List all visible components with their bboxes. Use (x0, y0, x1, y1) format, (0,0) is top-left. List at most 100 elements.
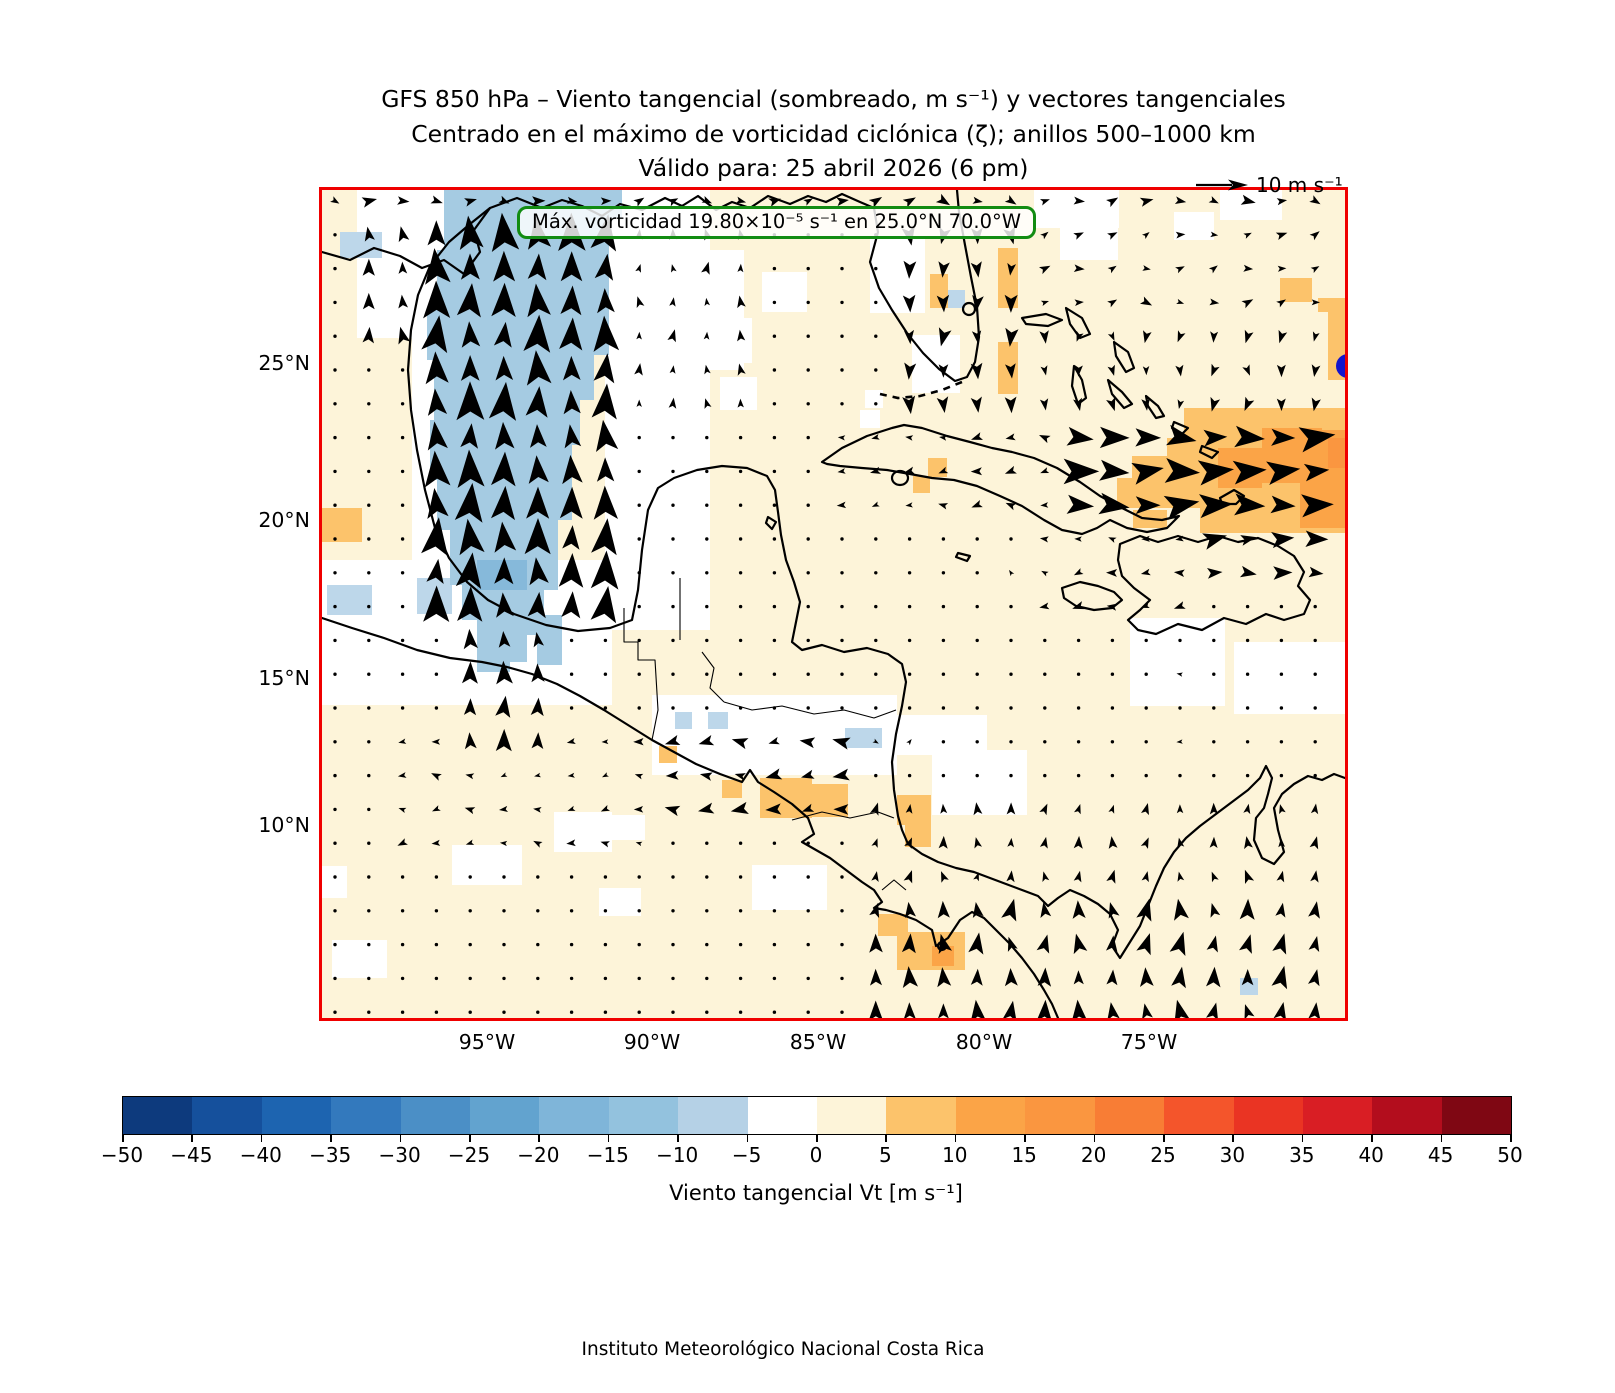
wind-arrow (1039, 265, 1051, 275)
wind-dot (1313, 740, 1317, 744)
title-line-2: Centrado en el máximo de vorticidad cicl… (411, 119, 1256, 148)
wind-dot (874, 537, 878, 541)
colorbar-tick (538, 1134, 540, 1142)
wind-dot (333, 233, 337, 237)
wind-arrow (633, 197, 645, 207)
wind-dot (367, 942, 371, 947)
wind-arrow (1136, 898, 1152, 922)
wind-dot (806, 300, 810, 305)
wind-dot (840, 266, 844, 271)
wind-arrow (493, 321, 512, 348)
colorbar-tick-label: 0 (809, 1143, 823, 1167)
wind-dot (772, 638, 777, 643)
wind-arrow (971, 500, 983, 508)
wind-arrow (1004, 396, 1017, 414)
wind-arrow (397, 838, 408, 846)
colorbar-segment (470, 1097, 540, 1134)
wind-arrow (1140, 568, 1151, 576)
wind-arrow (1039, 435, 1051, 444)
wind-arrow (872, 738, 879, 744)
wind-arrow (1006, 870, 1015, 883)
shading-patch (712, 318, 752, 363)
wind-dot (705, 571, 709, 575)
wind-dot (1110, 740, 1115, 744)
colorbar-segment (1164, 1097, 1234, 1134)
wind-dot (333, 503, 337, 507)
wind-arrow (1139, 197, 1154, 207)
wind-arrow (1073, 196, 1085, 205)
wind-arrow (465, 773, 475, 780)
shading-patch (760, 778, 812, 818)
wind-arrow (455, 552, 482, 589)
wind-arrow (1278, 837, 1285, 848)
x-tick-label: 80°W (955, 1030, 1013, 1054)
wind-dot (738, 638, 743, 643)
wind-arrow (495, 695, 511, 718)
colorbar-segment (539, 1097, 609, 1134)
wind-dot (738, 571, 743, 575)
wind-dot (637, 875, 641, 879)
wind-arrow (527, 253, 547, 281)
wind-dot (806, 435, 810, 440)
wind-dot (705, 1010, 709, 1014)
wind-arrow (938, 835, 948, 849)
wind-arrow (1203, 429, 1228, 447)
wind-arrow (1312, 331, 1320, 342)
wind-arrow (499, 840, 508, 847)
wind-dot (1178, 773, 1182, 778)
wind-dot (637, 604, 641, 609)
wind-arrow (1244, 869, 1255, 884)
wind-arrow (735, 196, 747, 204)
wind-arrow (1276, 198, 1288, 206)
colorbar-tick-label: 35 (1289, 1143, 1315, 1167)
wind-dot (705, 875, 709, 879)
colorbar-segment (331, 1097, 401, 1134)
wind-dot (1076, 672, 1081, 676)
colorbar-tick-label: −25 (447, 1143, 491, 1167)
wind-arrow (523, 314, 551, 353)
wind-arrow (971, 999, 985, 1018)
wind-arrow (462, 661, 478, 684)
wind-arrow (1141, 535, 1150, 542)
coastline (1064, 306, 1092, 340)
wind-dot (840, 976, 844, 981)
wind-dot (333, 841, 337, 845)
wind-dot (772, 469, 777, 474)
wind-arrow (870, 466, 881, 474)
colorbar-tick-label: −45 (170, 1143, 213, 1167)
wind-dot (400, 875, 405, 879)
wind-arrow (1107, 299, 1118, 308)
wind-arrow (1177, 330, 1186, 343)
wind-dot (806, 604, 810, 609)
wind-dot (1279, 672, 1284, 676)
wind-dot (840, 942, 844, 947)
wind-arrow (902, 294, 916, 313)
wind-arrow (1174, 196, 1187, 204)
footer-credit: Instituto Meteorológico Nacional Costa R… (581, 1339, 985, 1360)
wind-dot (874, 638, 878, 643)
wind-dot (772, 266, 777, 271)
wind-dot (434, 706, 439, 710)
map-plot (322, 190, 1345, 1018)
wind-arrow (1209, 802, 1219, 815)
colorbar-tick (677, 1134, 679, 1142)
wind-arrow (425, 248, 451, 285)
wind-dot (1313, 706, 1317, 710)
wind-dot (603, 875, 608, 879)
wind-dot (671, 604, 675, 609)
wind-dot (840, 706, 844, 710)
wind-dot (333, 773, 337, 778)
wind-arrow (1211, 363, 1220, 377)
coastline (961, 301, 977, 317)
wind-arrow (534, 772, 541, 778)
wind-dot (333, 807, 337, 812)
wind-dot (738, 875, 743, 879)
wind-arrow (421, 517, 448, 557)
wind-arrow (564, 424, 582, 449)
wind-dot (738, 435, 743, 440)
wind-arrow (397, 196, 410, 205)
wind-arrow (559, 317, 583, 351)
wind-arrow (1040, 231, 1049, 240)
coastline (890, 469, 910, 487)
wind-dot (840, 402, 844, 406)
